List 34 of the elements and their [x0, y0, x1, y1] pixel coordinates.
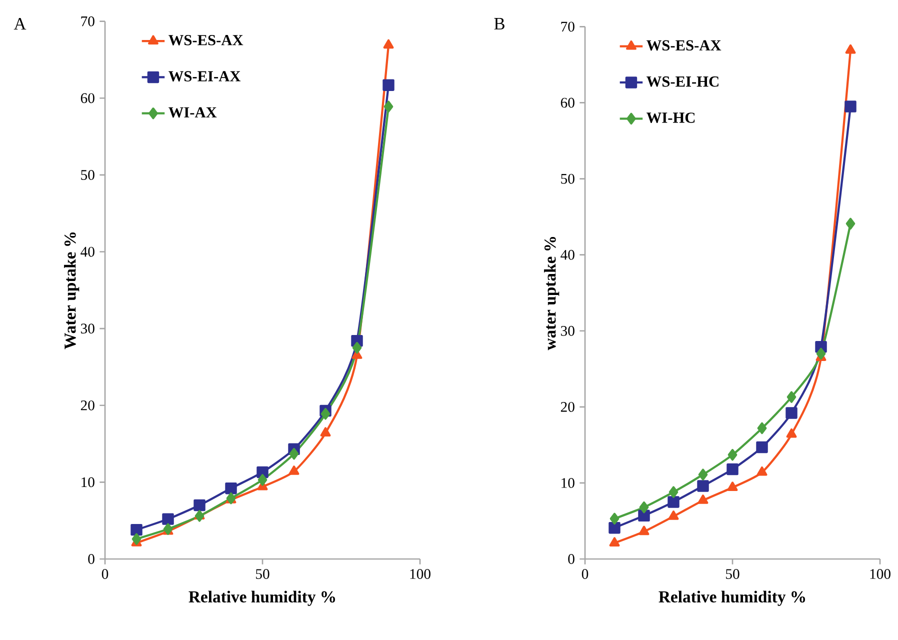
legend-label: WI-HC [646, 112, 695, 123]
legend-label: WS-ES-AX [168, 35, 244, 46]
y-tick-label: 50 [561, 174, 574, 184]
x-tick-label: 50 [726, 569, 740, 579]
y-tick-label: 20 [80, 400, 94, 410]
y-tick-label: 60 [560, 98, 574, 108]
y-tick-label: 0 [568, 554, 574, 564]
y-tick-label: 70 [81, 16, 94, 26]
x-tick-label: 0 [582, 569, 588, 579]
y-tick-label: 0 [88, 554, 94, 564]
chart-title: A [14, 18, 26, 30]
y-tick-label: 10 [562, 478, 574, 488]
legend-label: WS-ES-AX [646, 40, 722, 51]
y-tick-label: 40 [560, 250, 574, 260]
x-axis-title: Relative humidity % [658, 590, 805, 606]
x-tick-label: 100 [410, 569, 430, 579]
legend-label: WI-AX [168, 107, 217, 118]
y-axis-title: Water uptake % [64, 232, 80, 350]
y-tick-label: 10 [82, 477, 94, 488]
x-tick-label: 0 [102, 569, 108, 579]
x-tick-label: 50 [256, 569, 270, 579]
y-tick-label: 70 [561, 22, 574, 32]
y-tick-label: 60 [80, 93, 94, 104]
x-tick-label: 100 [870, 569, 890, 579]
y-tick-label: 20 [560, 402, 574, 412]
legend-label: WS-EI-AX [168, 71, 241, 82]
y-tick-label: 50 [81, 170, 94, 180]
legend-label: WS-EI-HC [646, 76, 718, 87]
y-tick-label: 30 [561, 326, 574, 336]
chart-title: B [494, 18, 504, 30]
x-axis-title: Relative humidity % [188, 590, 335, 606]
y-axis-title: water uptake % [544, 237, 560, 350]
y-tick-label: 30 [81, 324, 94, 334]
y-tick-label: 40 [80, 246, 94, 257]
